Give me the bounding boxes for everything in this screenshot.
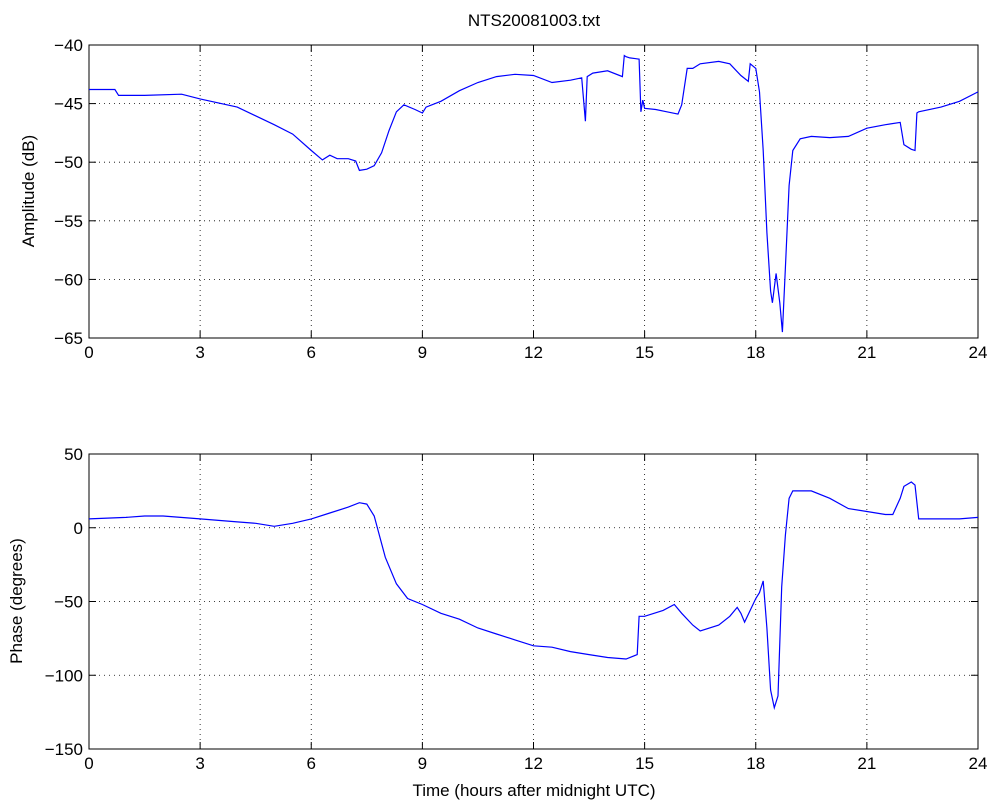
y-tick-label: 0 [74, 519, 83, 538]
x-tick-label: 24 [969, 343, 988, 362]
y-tick-label: −50 [54, 153, 83, 172]
amplitude-y-axis-label: Amplitude (dB) [19, 135, 38, 247]
phase-ticks: 0 3 6 9 12 15 18 21 24 50 0 −50 −100 −150 [45, 445, 988, 773]
x-tick-label: 12 [524, 343, 543, 362]
x-tick-label: 9 [418, 754, 427, 773]
y-tick-label: −45 [54, 95, 83, 114]
x-tick-label: 12 [524, 754, 543, 773]
x-tick-label: 15 [635, 343, 654, 362]
x-tick-label: 0 [84, 754, 93, 773]
phase-grid [89, 454, 978, 749]
y-tick-label: −55 [54, 212, 83, 231]
x-axis-label: Time (hours after midnight UTC) [412, 781, 655, 800]
phase-plot: 0 3 6 9 12 15 18 21 24 50 0 −50 −100 −150 Phase (degr… [7, 445, 987, 800]
x-tick-label: 21 [857, 754, 876, 773]
x-tick-label: 3 [195, 754, 204, 773]
x-tick-label: 0 [84, 343, 93, 362]
x-tick-label: 24 [969, 754, 988, 773]
amplitude-grid [89, 45, 978, 338]
phase-series-line [88, 481, 979, 711]
x-tick-label: 18 [746, 343, 765, 362]
amplitude-plot: 0 3 6 9 12 15 18 21 24 −40 −45 −50 −55 −60 −65 Amplitu… [19, 36, 987, 362]
y-tick-label: −150 [45, 740, 83, 759]
phase-y-axis-label: Phase (degrees) [7, 538, 26, 664]
x-tick-label: 9 [418, 343, 427, 362]
x-tick-label: 15 [635, 754, 654, 773]
chart-title: NTS20081003.txt [468, 11, 601, 30]
amplitude-ticks: 0 3 6 9 12 15 18 21 24 −40 −45 −50 −55 −60 −65 [54, 36, 987, 362]
y-tick-label: −100 [45, 666, 83, 685]
y-tick-label: −60 [54, 270, 83, 289]
amplitude-axes-box [88, 44, 979, 339]
amplitude-series-line [89, 54, 979, 333]
x-tick-label: 3 [195, 343, 204, 362]
x-tick-label: 6 [307, 343, 316, 362]
y-tick-label: −40 [54, 36, 83, 55]
y-tick-label: −50 [54, 593, 83, 612]
x-tick-label: 21 [857, 343, 876, 362]
x-tick-label: 18 [746, 754, 765, 773]
y-tick-label: 50 [64, 445, 83, 464]
x-tick-label: 6 [307, 754, 316, 773]
y-tick-label: −65 [54, 329, 83, 348]
